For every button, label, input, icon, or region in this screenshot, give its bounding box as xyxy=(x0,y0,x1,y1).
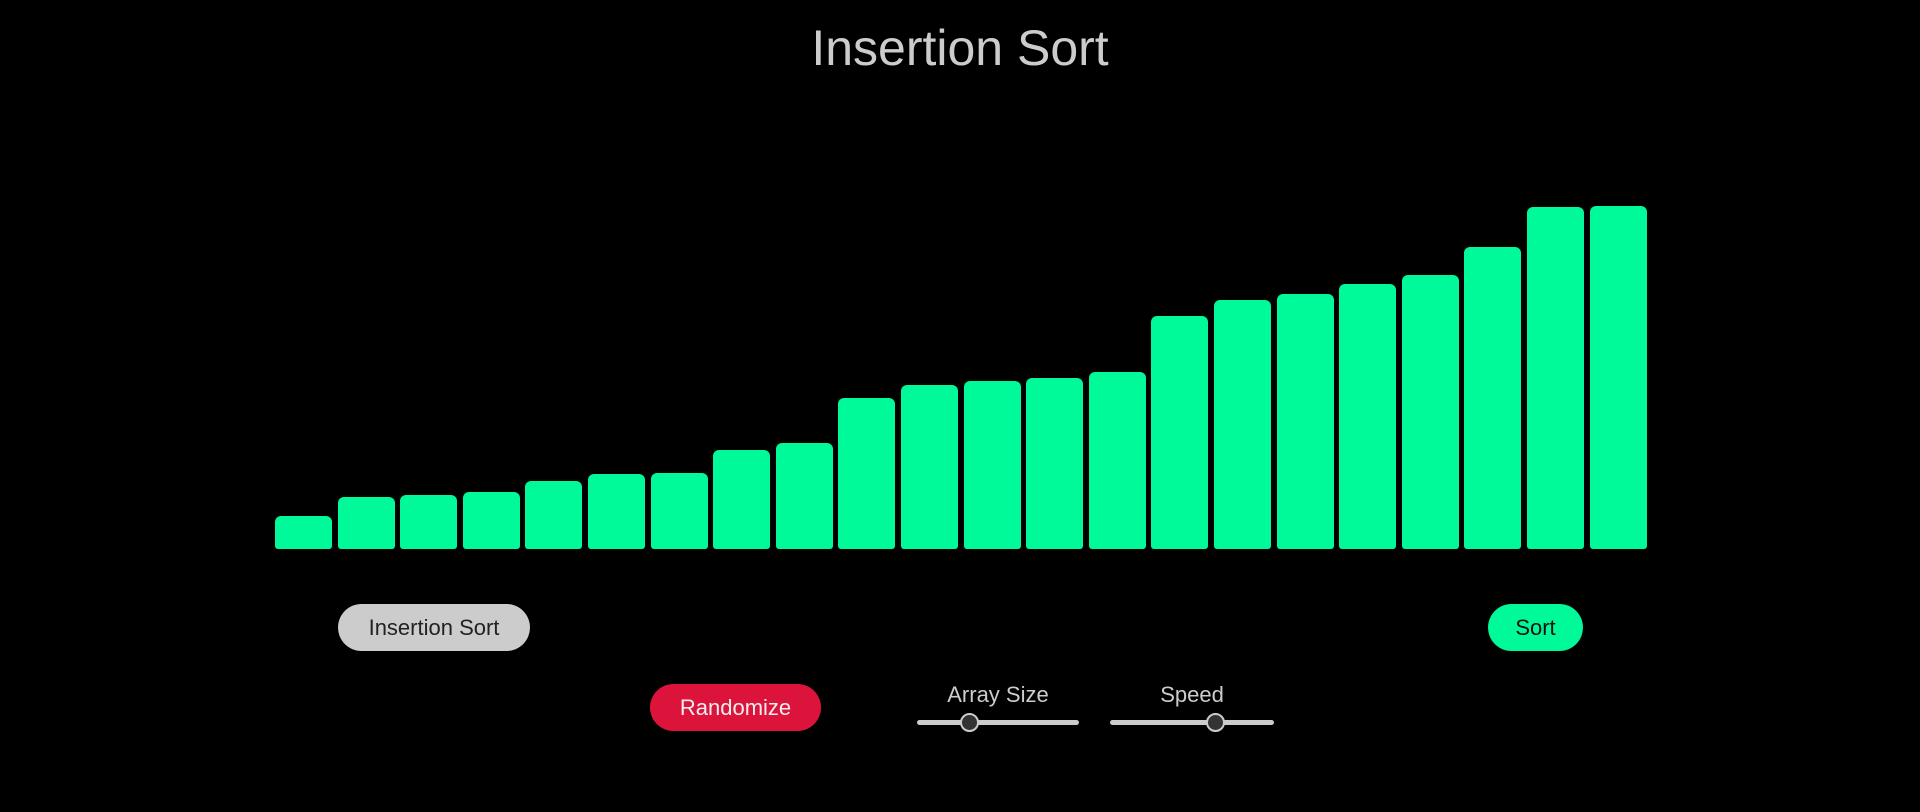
array-bar xyxy=(651,473,708,549)
array-size-slider-thumb[interactable] xyxy=(959,713,979,732)
speed-label: Speed xyxy=(1160,682,1224,707)
array-bar xyxy=(776,443,833,549)
array-bar xyxy=(525,481,582,549)
array-bar xyxy=(1026,378,1083,549)
array-bar xyxy=(1339,284,1396,549)
algorithm-select-button[interactable]: Insertion Sort xyxy=(338,604,530,651)
page-title: Insertion Sort xyxy=(811,20,1109,76)
array-size-label: Array Size xyxy=(947,682,1049,707)
array-bar xyxy=(1464,247,1521,549)
array-bar xyxy=(1089,372,1146,549)
array-bar xyxy=(838,398,895,549)
array-bar xyxy=(400,495,457,549)
array-bar xyxy=(1402,275,1459,549)
array-bar xyxy=(275,516,332,549)
array-bar xyxy=(1151,316,1208,549)
speed-slider[interactable] xyxy=(1110,713,1274,732)
array-bars-chart xyxy=(275,200,1647,549)
speed-control: Speed xyxy=(1110,680,1274,732)
array-size-control: Array Size xyxy=(917,680,1079,732)
array-size-slider[interactable] xyxy=(917,713,1079,732)
array-bar xyxy=(901,385,958,549)
array-bar xyxy=(588,474,645,549)
array-bar xyxy=(1527,207,1584,549)
array-bar xyxy=(964,381,1021,549)
array-bar xyxy=(1590,206,1647,549)
randomize-button[interactable]: Randomize xyxy=(650,684,821,731)
array-bar xyxy=(338,497,395,549)
speed-slider-thumb[interactable] xyxy=(1205,713,1225,732)
array-bar xyxy=(463,492,520,549)
sort-button[interactable]: Sort xyxy=(1488,604,1583,651)
array-bar xyxy=(1214,300,1271,549)
array-bar xyxy=(1277,294,1334,549)
array-bar xyxy=(713,450,770,549)
